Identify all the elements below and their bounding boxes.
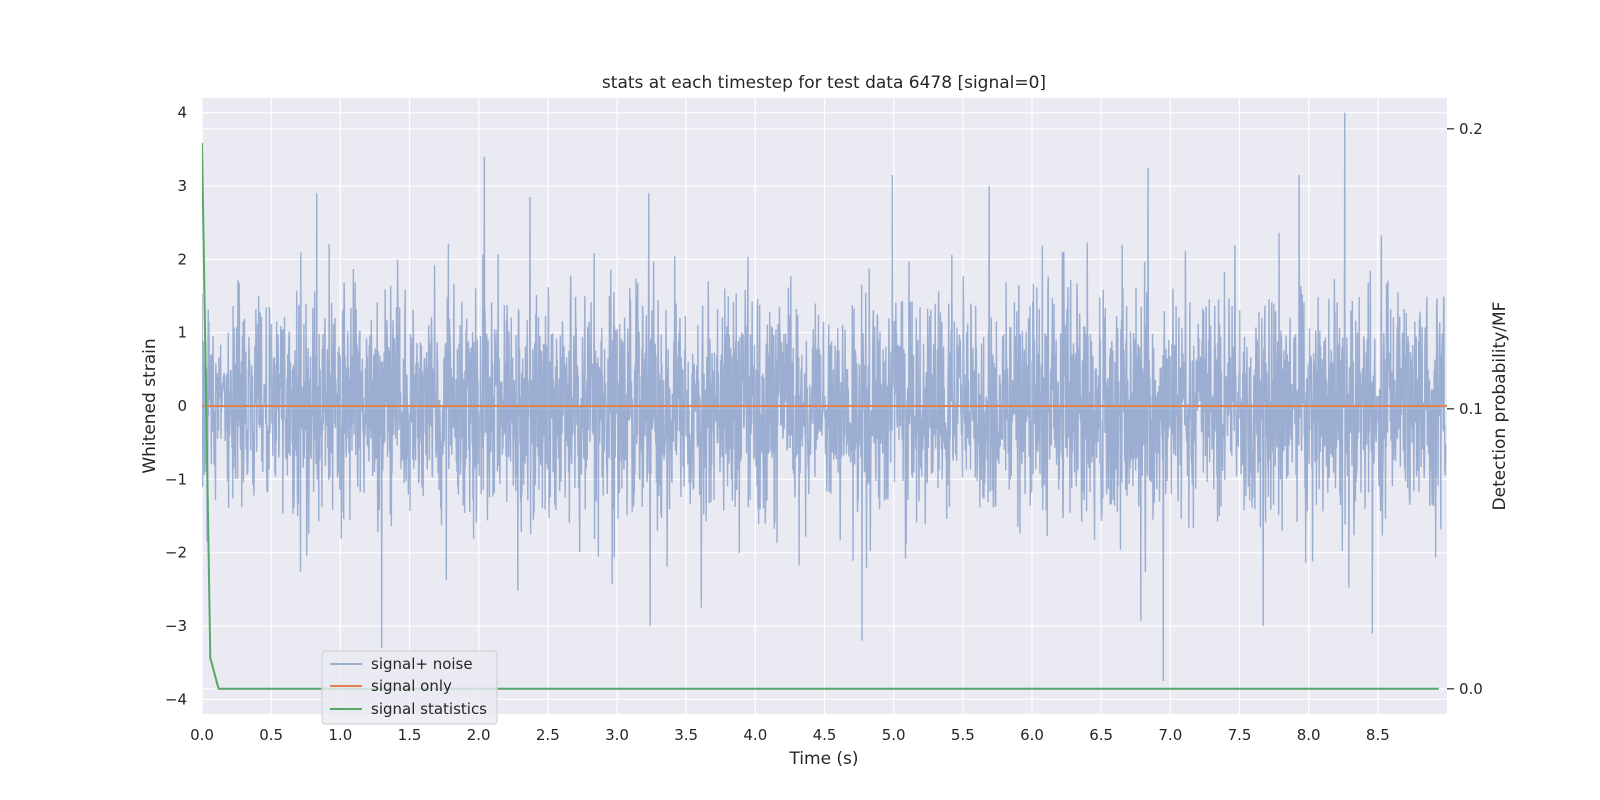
x-axis-label: Time (s) [788,749,858,769]
legend-label-signal-statistics: signal statistics [371,700,487,718]
series-signal-noise-line [202,112,1447,682]
x-tick-label: 3.5 [674,726,698,744]
y-tick-label: 4 [177,104,187,122]
x-tick-label: 6.0 [1020,726,1044,744]
x-tick-label: 2.5 [536,726,560,744]
x-tick-label: 0.5 [259,726,283,744]
x-tick-label: 1.0 [328,726,352,744]
x-tick-label: 7.0 [1158,726,1182,744]
y-tick-label: 3 [177,177,187,195]
x-tick-label: 5.5 [951,726,975,744]
x-tick-label: 4.0 [743,726,767,744]
series-signal-statistics-line [202,142,1439,690]
y2-tick-label: 0.0 [1459,680,1483,698]
y-tick-label: 2 [177,250,187,268]
x-tick-label: 0.0 [190,726,214,744]
legend-box [321,650,498,725]
legend: signal+ noise signal only signal statist… [321,650,498,725]
y-tick-label: −3 [165,617,187,635]
y-tick-label: −1 [165,470,187,488]
x-tick-label: 5.0 [882,726,906,744]
y2-tick-label: 0.1 [1459,400,1483,418]
x-tick-label: 6.5 [1089,726,1113,744]
y2-axis-ticks: 0.2 0.1 0.0 [1447,120,1483,698]
y-axis-label: Whitened strain [140,338,160,473]
chart-title: stats at each timestep for test data 647… [602,73,1046,93]
y-tick-label: −4 [165,690,187,708]
y2-tick-label: 0.2 [1459,120,1483,138]
x-tick-label: 7.5 [1228,726,1252,744]
x-tick-label: 2.0 [467,726,491,744]
x-axis-ticks: 0.0 0.5 1.0 1.5 2.0 2.5 3.0 3.5 4.0 4.5 5.0 5.5 6.0 6… [190,726,1390,744]
y-axis-ticks: 4 3 2 1 0 −1 −2 −3 −4 [165,104,187,709]
series-layer [202,112,1447,690]
legend-label-signal-noise: signal+ noise [371,655,473,673]
y-tick-label: 1 [177,324,187,342]
x-tick-label: 8.5 [1366,726,1390,744]
y-tick-label: −2 [165,544,187,562]
x-tick-label: 4.5 [813,726,837,744]
y-tick-label: 0 [177,397,187,415]
y2-axis-label: Detection probability/MF [1490,302,1510,511]
x-tick-label: 3.0 [605,726,629,744]
legend-label-signal-only: signal only [371,677,452,695]
x-tick-label: 8.0 [1297,726,1321,744]
x-tick-label: 1.5 [398,726,422,744]
